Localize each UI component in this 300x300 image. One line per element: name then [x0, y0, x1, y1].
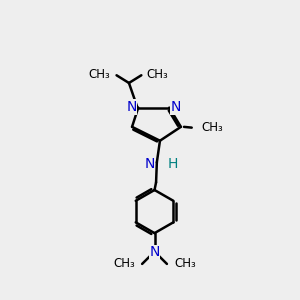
Text: N: N — [149, 245, 160, 260]
Text: CH₃: CH₃ — [201, 121, 223, 134]
Text: N: N — [171, 100, 181, 114]
Text: CH₃: CH₃ — [88, 68, 110, 81]
Text: CH₃: CH₃ — [147, 68, 169, 81]
Text: CH₃: CH₃ — [174, 257, 196, 270]
Text: N: N — [126, 100, 137, 114]
Text: CH₃: CH₃ — [113, 257, 135, 270]
Text: N: N — [144, 157, 154, 171]
Text: H: H — [168, 157, 178, 171]
